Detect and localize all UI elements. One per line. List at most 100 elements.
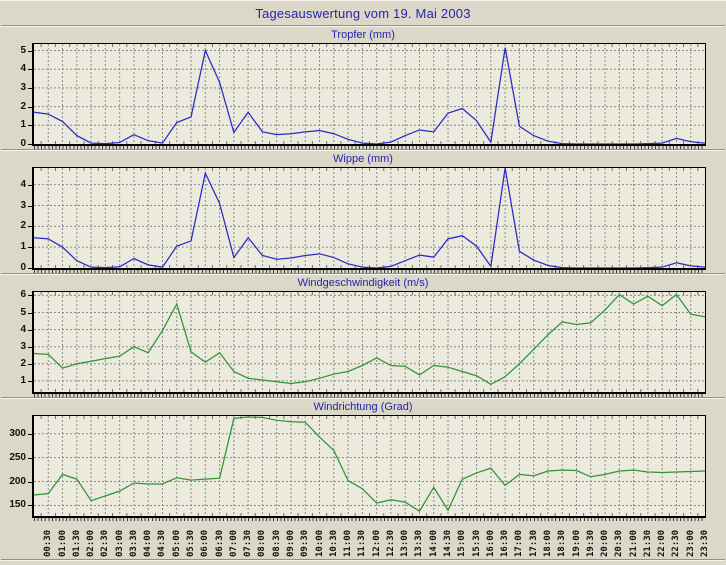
y-tick-label: 200 bbox=[9, 475, 26, 487]
y-tick-mark bbox=[28, 268, 32, 269]
y-tick-mark bbox=[28, 481, 32, 483]
y-tick-label: 2 bbox=[20, 357, 26, 369]
x-tick-label: 13:00 bbox=[400, 529, 411, 557]
chart-title: Windrichtung (Grad) bbox=[313, 401, 413, 413]
y-tick-mark bbox=[28, 69, 32, 71]
x-tick-label: 12:30 bbox=[385, 529, 396, 557]
y-tick-mark bbox=[28, 505, 32, 507]
series-line-tropfer bbox=[34, 47, 705, 144]
x-tick-label: 03:30 bbox=[128, 529, 139, 557]
x-tick-label: 01:00 bbox=[57, 529, 68, 557]
chart-panel-tropfer: Tropfer (mm) 0 1 2 3 4 5 bbox=[0, 27, 726, 149]
y-tick-label: 1 bbox=[20, 119, 26, 131]
y-tick-mark bbox=[28, 144, 32, 145]
x-tick-label: 02:30 bbox=[100, 529, 111, 557]
series-line-wippe bbox=[34, 168, 705, 268]
bottom-divider bbox=[1, 559, 725, 561]
y-axis: 150 200 250 300 bbox=[0, 415, 32, 518]
y-tick-label: 300 bbox=[9, 427, 26, 439]
y-tick-mark bbox=[28, 433, 32, 435]
x-tick-label: 19:00 bbox=[571, 529, 582, 557]
y-tick-label: 6 bbox=[20, 289, 26, 301]
x-tick-label: 08:00 bbox=[257, 529, 268, 557]
y-tick-mark bbox=[28, 106, 32, 108]
x-tick-label: 23:00 bbox=[685, 529, 696, 557]
chart-title: Wippe (mm) bbox=[333, 153, 393, 165]
x-tick-label: 11:30 bbox=[357, 529, 368, 557]
x-axis-tick-strip bbox=[34, 270, 705, 273]
x-tick-label: 21:00 bbox=[628, 529, 639, 557]
series-line-windgeschwindigkeit bbox=[34, 293, 705, 386]
plot-area bbox=[32, 167, 706, 270]
series-line-windrichtung bbox=[34, 416, 705, 513]
y-tick-label: 4 bbox=[20, 178, 26, 190]
x-tick-label: 14:30 bbox=[443, 529, 454, 557]
x-tick-label: 10:00 bbox=[314, 529, 325, 557]
chart-title: Windgeschwindigkeit (m/s) bbox=[297, 277, 429, 289]
x-tick-label: 09:30 bbox=[300, 529, 311, 557]
chart-panel-windrichtung: Windrichtung (Grad) 150 200 250 300 bbox=[0, 399, 726, 521]
y-axis: 0 1 2 3 4 5 bbox=[0, 43, 32, 149]
panel-divider bbox=[1, 397, 725, 399]
x-tick-label: 17:30 bbox=[528, 529, 539, 557]
x-tick-label: 13:30 bbox=[414, 529, 425, 557]
x-tick-label: 16:00 bbox=[485, 529, 496, 557]
plot-area bbox=[32, 291, 706, 394]
y-tick-mark bbox=[28, 457, 32, 459]
x-tick-label: 19:30 bbox=[585, 529, 596, 557]
x-tick-label: 20:30 bbox=[614, 529, 625, 557]
title-divider bbox=[1, 25, 725, 27]
x-tick-label: 07:30 bbox=[243, 529, 254, 557]
y-tick-mark bbox=[28, 247, 32, 249]
y-axis: 1 2 3 4 5 6 bbox=[0, 289, 32, 394]
y-tick-mark bbox=[28, 226, 32, 228]
y-tick-label: 1 bbox=[20, 374, 26, 386]
x-tick-label: 15:30 bbox=[471, 529, 482, 557]
x-tick-label: 05:00 bbox=[171, 529, 182, 557]
x-tick-label: 16:30 bbox=[500, 529, 511, 557]
x-tick-label: 04:00 bbox=[143, 529, 154, 557]
y-tick-label: 2 bbox=[20, 100, 26, 112]
x-tick-label: 06:00 bbox=[200, 529, 211, 557]
y-axis: 0 1 2 3 4 bbox=[0, 167, 32, 273]
y-tick-label: 3 bbox=[20, 340, 26, 352]
x-tick-label: 02:00 bbox=[86, 529, 97, 557]
x-tick-label: 03:00 bbox=[114, 529, 125, 557]
panel-divider bbox=[1, 273, 725, 275]
y-tick-mark bbox=[28, 50, 32, 52]
y-tick-mark bbox=[28, 312, 32, 314]
x-tick-label: 21:30 bbox=[642, 529, 653, 557]
y-tick-label: 4 bbox=[20, 323, 26, 335]
y-tick-label: 5 bbox=[20, 306, 26, 318]
charts-container: Tropfer (mm) 0 1 2 3 4 5 Wippe (mm) 0 1 2 3 4 Windges… bbox=[0, 27, 726, 521]
x-tick-label: 12:00 bbox=[371, 529, 382, 557]
y-tick-label: 2 bbox=[20, 220, 26, 232]
y-tick-label: 3 bbox=[20, 81, 26, 93]
x-axis-tick-strip bbox=[34, 146, 705, 149]
x-tick-label: 06:30 bbox=[214, 529, 225, 557]
y-tick-mark bbox=[28, 329, 32, 331]
y-tick-label: 250 bbox=[9, 451, 26, 463]
x-tick-label: 17:00 bbox=[514, 529, 525, 557]
plot-area bbox=[32, 43, 706, 146]
x-tick-label: 00:30 bbox=[43, 529, 54, 557]
chart-title: Tropfer (mm) bbox=[331, 29, 395, 41]
x-tick-label: 23:30 bbox=[700, 529, 710, 557]
panel-divider bbox=[1, 149, 725, 151]
chart-panel-wippe: Wippe (mm) 0 1 2 3 4 bbox=[0, 151, 726, 273]
x-tick-label: 20:00 bbox=[600, 529, 611, 557]
y-tick-label: 1 bbox=[20, 241, 26, 253]
y-tick-mark bbox=[28, 184, 32, 186]
x-axis-tick-strip bbox=[34, 518, 705, 521]
y-tick-label: 0 bbox=[20, 262, 26, 273]
x-tick-label: 11:00 bbox=[343, 529, 354, 557]
y-tick-mark bbox=[28, 363, 32, 365]
y-tick-mark bbox=[28, 205, 32, 207]
x-tick-label: 22:00 bbox=[657, 529, 668, 557]
y-tick-label: 150 bbox=[9, 499, 26, 511]
x-tick-label: 10:30 bbox=[328, 529, 339, 557]
x-tick-label: 08:30 bbox=[271, 529, 282, 557]
y-tick-mark bbox=[28, 380, 32, 382]
x-tick-label: 04:30 bbox=[157, 529, 168, 557]
